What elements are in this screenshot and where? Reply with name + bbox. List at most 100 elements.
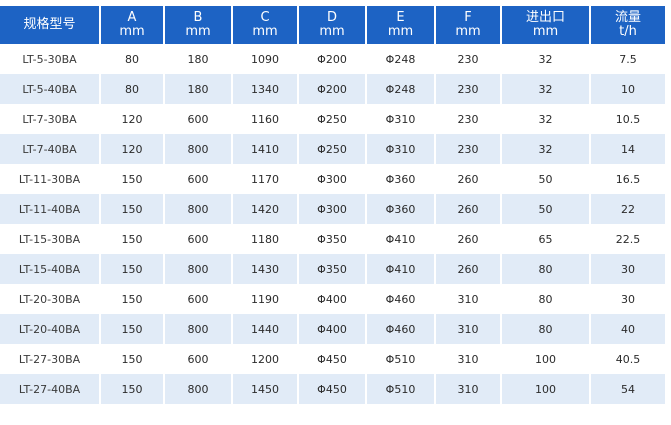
- cell-flow: 30: [590, 284, 665, 314]
- cell-e: Φ460: [366, 284, 436, 314]
- cell-c: 1340: [232, 74, 299, 104]
- cell-c: 1440: [232, 314, 299, 344]
- cell-f: 310: [435, 344, 502, 374]
- cell-flow: 54: [590, 374, 665, 404]
- cell-flow: 40: [590, 314, 665, 344]
- cell-flow: 22: [590, 194, 665, 224]
- cell-f: 230: [435, 104, 502, 134]
- cell-flow: 10: [590, 74, 665, 104]
- cell-c: 1410: [232, 134, 299, 164]
- cell-a: 150: [100, 374, 165, 404]
- cell-c: 1160: [232, 104, 299, 134]
- cell-f: 230: [435, 134, 502, 164]
- cell-b: 180: [164, 74, 233, 104]
- cell-d: Φ350: [298, 224, 367, 254]
- cell-f: 230: [435, 44, 502, 74]
- cell-e: Φ460: [366, 314, 436, 344]
- cell-d: Φ250: [298, 134, 367, 164]
- cell-a: 120: [100, 104, 165, 134]
- cell-flow: 30: [590, 254, 665, 284]
- cell-model: LT-5-40BA: [0, 74, 101, 104]
- cell-e: Φ410: [366, 224, 436, 254]
- cell-a: 150: [100, 164, 165, 194]
- cell-inlet-outlet: 80: [501, 284, 591, 314]
- cell-d: Φ400: [298, 284, 367, 314]
- cell-a: 150: [100, 344, 165, 374]
- header-label: C: [260, 10, 270, 25]
- cell-f: 260: [435, 254, 502, 284]
- table-row: LT-5-30BA 80 180 1090 Φ200 Φ248 230 32 7…: [0, 44, 665, 74]
- table-row: LT-15-40BA 150 800 1430 Φ350 Φ410 260 80…: [0, 254, 665, 284]
- cell-model: LT-20-30BA: [0, 284, 101, 314]
- cell-inlet-outlet: 50: [501, 164, 591, 194]
- header-unit: mm: [185, 24, 211, 39]
- cell-model: LT-15-30BA: [0, 224, 101, 254]
- cell-f: 260: [435, 164, 502, 194]
- cell-e: Φ510: [366, 344, 436, 374]
- cell-f: 310: [435, 374, 502, 404]
- cell-a: 150: [100, 284, 165, 314]
- table-row: LT-20-30BA 150 600 1190 Φ400 Φ460 310 80…: [0, 284, 665, 314]
- cell-inlet-outlet: 32: [501, 44, 591, 74]
- cell-e: Φ248: [366, 44, 436, 74]
- header-label: A: [127, 10, 137, 25]
- cell-e: Φ510: [366, 374, 436, 404]
- cell-flow: 22.5: [590, 224, 665, 254]
- cell-a: 150: [100, 224, 165, 254]
- cell-model: LT-20-40BA: [0, 314, 101, 344]
- cell-flow: 7.5: [590, 44, 665, 74]
- header-label: E: [396, 10, 405, 25]
- cell-d: Φ350: [298, 254, 367, 284]
- cell-b: 600: [164, 284, 233, 314]
- cell-model: LT-5-30BA: [0, 44, 101, 74]
- cell-b: 800: [164, 194, 233, 224]
- cell-c: 1450: [232, 374, 299, 404]
- cell-model: LT-11-40BA: [0, 194, 101, 224]
- cell-e: Φ310: [366, 104, 436, 134]
- cell-c: 1420: [232, 194, 299, 224]
- cell-b: 600: [164, 104, 233, 134]
- header-unit: mm: [387, 24, 414, 39]
- cell-f: 310: [435, 314, 502, 344]
- table-row: LT-11-30BA 150 600 1170 Φ300 Φ360 260 50…: [0, 164, 665, 194]
- cell-e: Φ410: [366, 254, 436, 284]
- header-label: 规格型号: [23, 17, 76, 32]
- cell-b: 180: [164, 44, 233, 74]
- header-unit: mm: [252, 24, 278, 39]
- table-row: LT-7-30BA 120 600 1160 Φ250 Φ310 230 32 …: [0, 104, 665, 134]
- cell-b: 600: [164, 224, 233, 254]
- cell-b: 600: [164, 164, 233, 194]
- cell-inlet-outlet: 65: [501, 224, 591, 254]
- cell-b: 800: [164, 374, 233, 404]
- header-model: 规格型号: [0, 6, 101, 44]
- cell-model: LT-15-40BA: [0, 254, 101, 284]
- cell-e: Φ248: [366, 74, 436, 104]
- cell-flow: 10.5: [590, 104, 665, 134]
- cell-inlet-outlet: 100: [501, 374, 591, 404]
- header-label: D: [326, 10, 337, 25]
- cell-flow: 14: [590, 134, 665, 164]
- cell-d: Φ450: [298, 344, 367, 374]
- cell-inlet-outlet: 32: [501, 74, 591, 104]
- cell-b: 800: [164, 254, 233, 284]
- table-row: LT-5-40BA 80 180 1340 Φ200 Φ248 230 32 1…: [0, 74, 665, 104]
- cell-d: Φ400: [298, 314, 367, 344]
- cell-e: Φ360: [366, 194, 436, 224]
- cell-flow: 16.5: [590, 164, 665, 194]
- cell-flow: 40.5: [590, 344, 665, 374]
- header-unit: mm: [455, 24, 481, 39]
- cell-d: Φ300: [298, 194, 367, 224]
- header-unit: mm: [319, 24, 345, 39]
- cell-c: 1090: [232, 44, 299, 74]
- table-row: LT-11-40BA 150 800 1420 Φ300 Φ360 260 50…: [0, 194, 665, 224]
- cell-e: Φ310: [366, 134, 436, 164]
- cell-d: Φ250: [298, 104, 367, 134]
- cell-c: 1190: [232, 284, 299, 314]
- cell-a: 80: [100, 74, 165, 104]
